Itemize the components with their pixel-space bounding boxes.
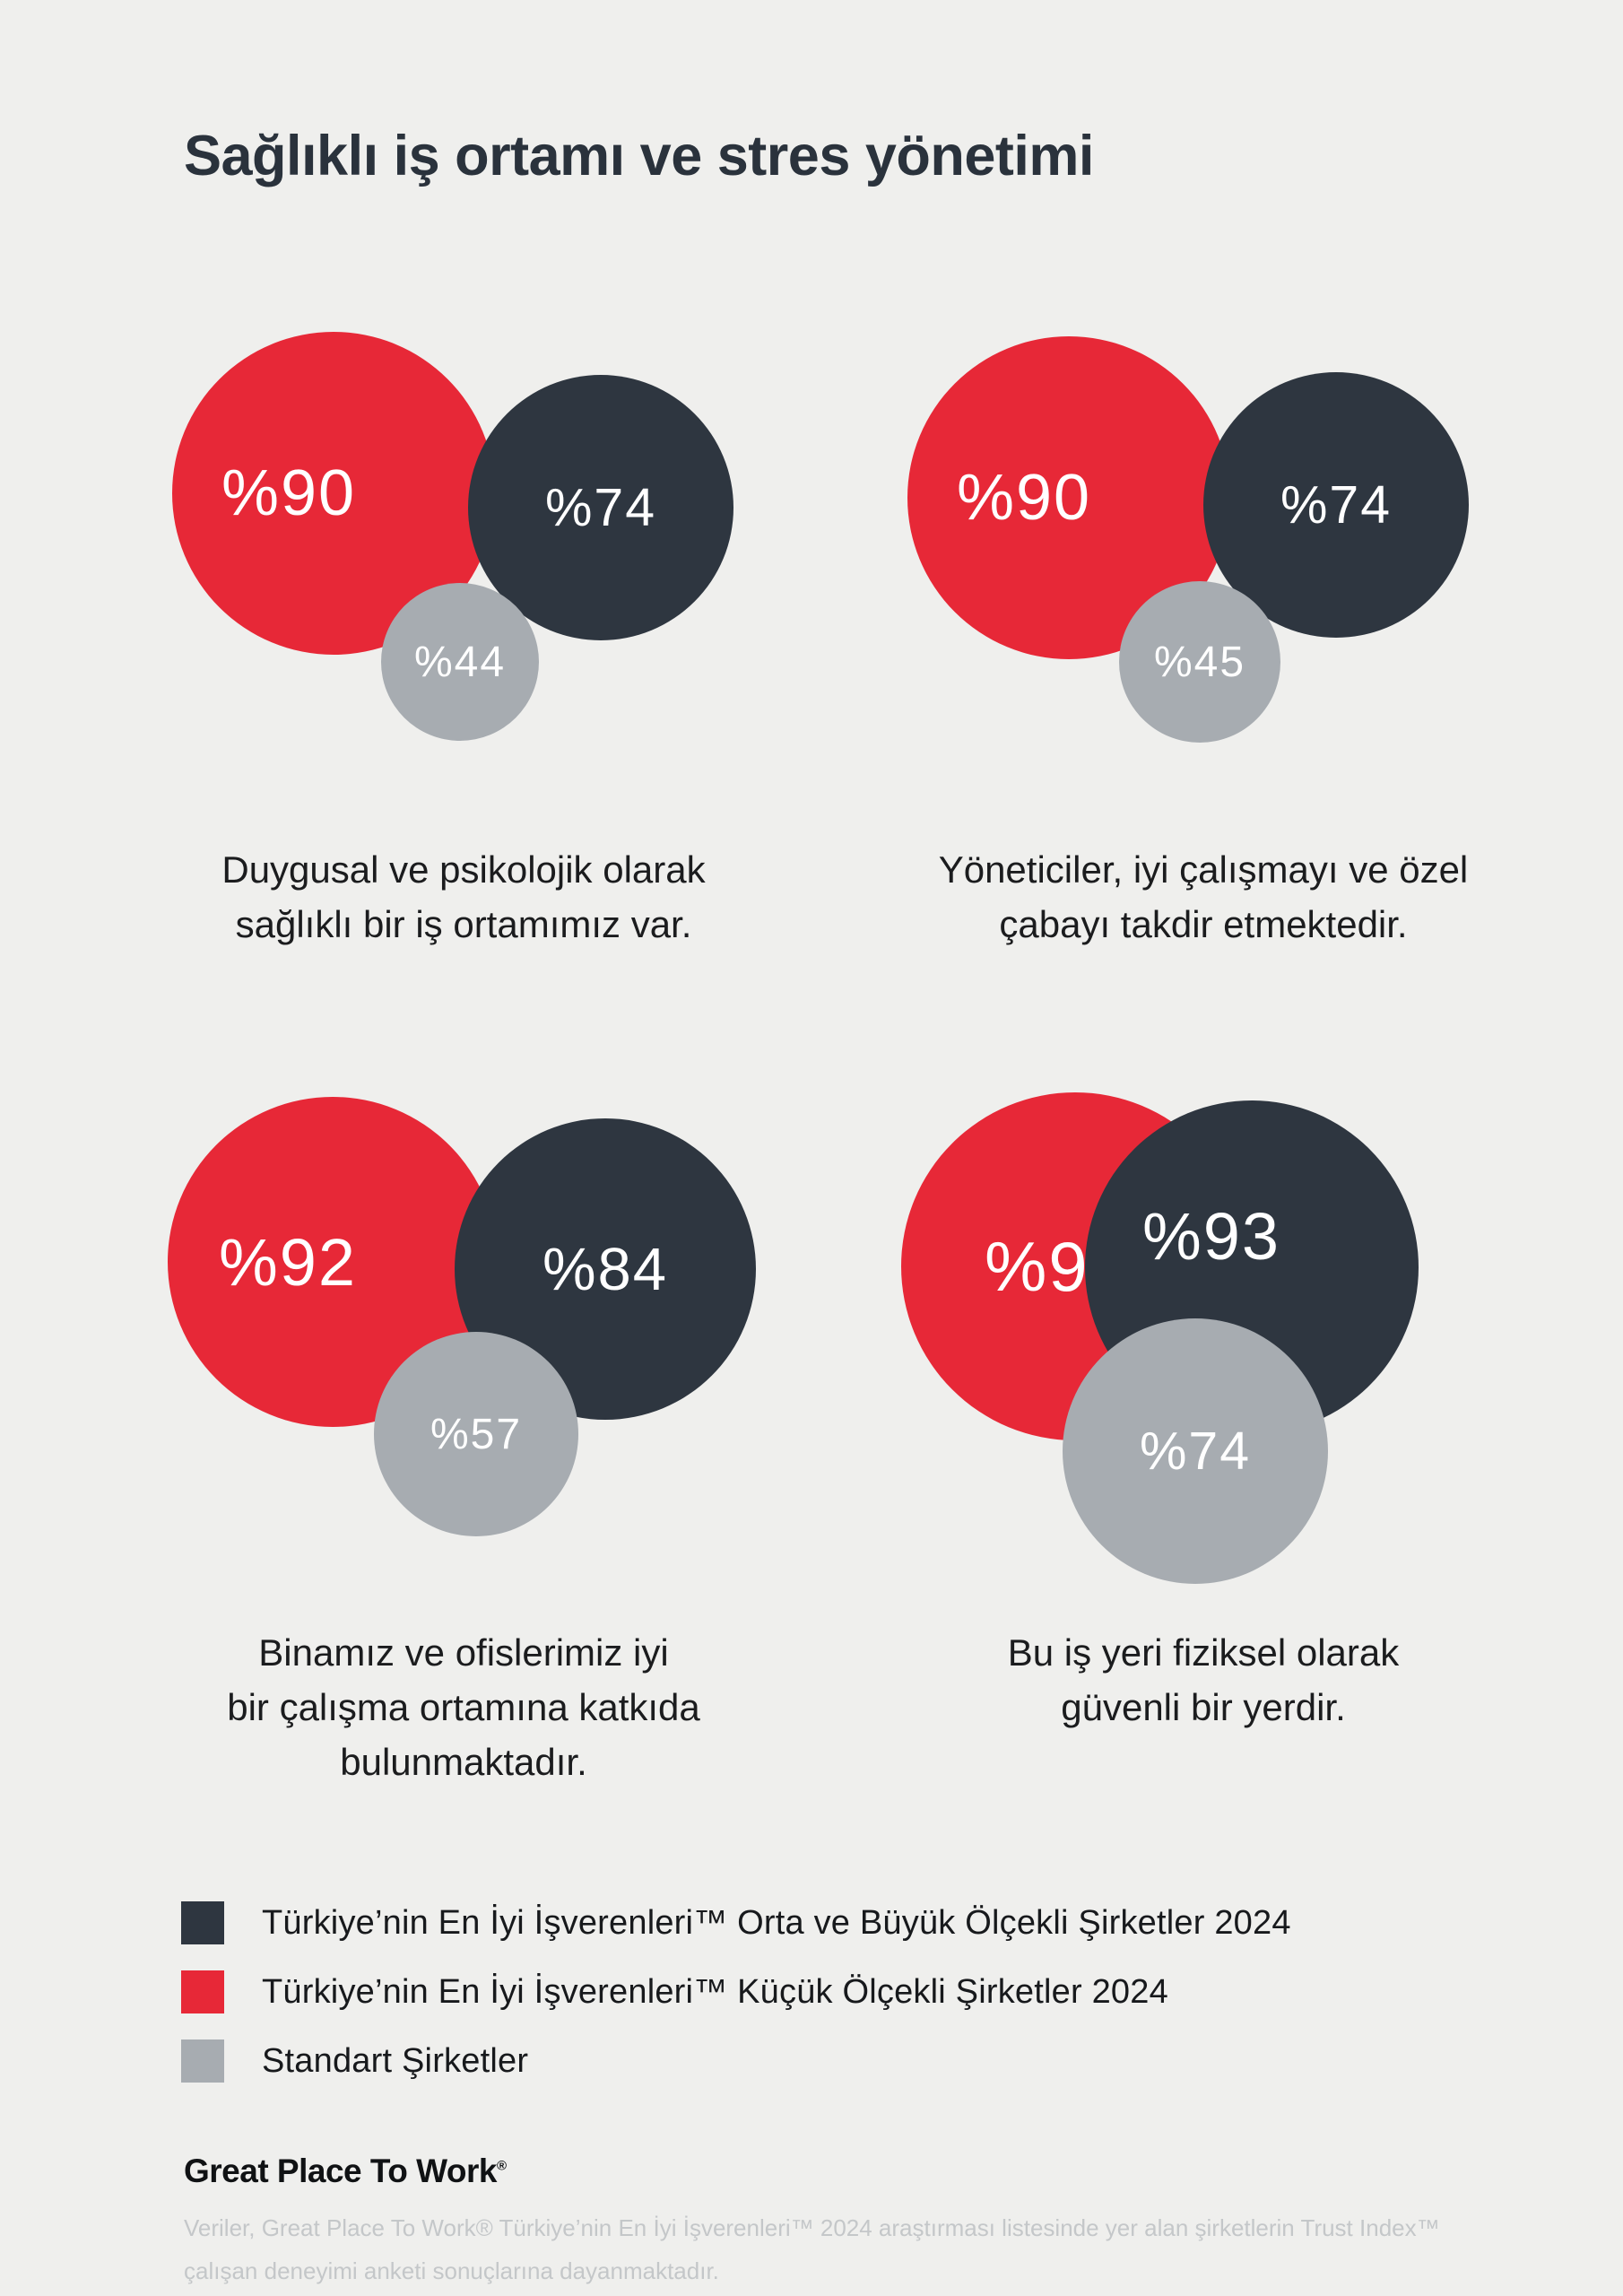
- bubble-gray: %44: [381, 583, 539, 741]
- legend-item-standard: Standart Şirketler: [181, 2039, 1291, 2083]
- bubble-group-caption-1: Duygusal ve psikolojik olarak sağlıklı b…: [221, 848, 706, 945]
- bubble-value-label: %90: [221, 457, 357, 529]
- registered-mark: ®: [496, 2158, 507, 2174]
- legend-item-best-large: Türkiye’nin En İyi İşverenleri™ Orta ve …: [181, 1901, 1291, 1944]
- bubble-value-label: %74: [1280, 475, 1393, 535]
- bubble-red: %90: [172, 332, 495, 655]
- page-title: Sağlıklı iş ortamı ve stres yönetimi: [184, 125, 1094, 188]
- legend-label: Türkiye’nin En İyi İşverenleri™ Orta ve …: [262, 1903, 1291, 1942]
- bubble-dark: %74: [1203, 372, 1469, 638]
- bubble-value-label: %45: [1153, 638, 1246, 686]
- gptw-logo: Great Place To Work®: [184, 2152, 507, 2190]
- bubble-gray: %57: [374, 1332, 578, 1536]
- bubble-value-label: %44: [413, 638, 507, 686]
- bubble-group-caption-4: Bu iş yeri fiziksel olarak güvenli bir y…: [1007, 1631, 1400, 1728]
- bubble-gray: %74: [1063, 1318, 1328, 1584]
- bubble-value-label: %57: [430, 1410, 523, 1458]
- legend-swatch-gray: [181, 2039, 224, 2083]
- bubble-value-label: %90: [956, 462, 1092, 534]
- bubble-value-label: %74: [544, 478, 657, 537]
- source-disclaimer: Veriler, Great Place To Work® Türkiye’ni…: [184, 2214, 1440, 2285]
- bubble-value-label: %84: [542, 1235, 669, 1303]
- legend: Türkiye’nin En İyi İşverenleri™ Orta ve …: [181, 1901, 1291, 2109]
- legend-swatch-dark: [181, 1901, 224, 1944]
- bubble-value-label: %93: [1141, 1198, 1281, 1274]
- bubble-gray: %45: [1119, 581, 1280, 743]
- bubble-group-caption-2: Yöneticiler, iyi çalışmayı ve özel çabay…: [938, 848, 1469, 945]
- bubble-value-label: %92: [218, 1224, 358, 1300]
- legend-swatch-red: [181, 1970, 224, 2013]
- legend-label: Türkiye’nin En İyi İşverenleri™ Küçük Öl…: [262, 1972, 1168, 2011]
- legend-label: Standart Şirketler: [262, 2041, 529, 2080]
- bubble-group-caption-3: Binamız ve ofislerimiz iyi bir çalışma o…: [227, 1631, 700, 1783]
- gptw-logo-text: Great Place To Work: [184, 2152, 497, 2189]
- bubble-dark: %74: [468, 375, 733, 640]
- bubble-value-label: %74: [1139, 1422, 1252, 1481]
- legend-item-best-small: Türkiye’nin En İyi İşverenleri™ Küçük Öl…: [181, 1970, 1291, 2013]
